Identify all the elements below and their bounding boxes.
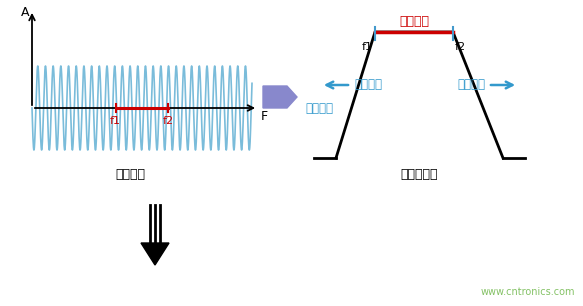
Text: www.cntronics.com: www.cntronics.com (480, 287, 575, 297)
Polygon shape (141, 243, 169, 265)
Text: 抑制频段: 抑制频段 (354, 79, 382, 91)
Text: f2: f2 (163, 116, 174, 126)
FancyArrow shape (263, 86, 297, 108)
Text: A: A (21, 6, 29, 19)
Text: f1: f1 (362, 42, 373, 52)
Text: f2: f2 (455, 42, 466, 52)
Text: 原始信号: 原始信号 (115, 168, 145, 181)
Text: 抑制频段: 抑制频段 (457, 79, 485, 91)
Text: 工作频段: 工作频段 (399, 15, 429, 28)
Text: 滤波器响应: 滤波器响应 (401, 168, 438, 181)
Text: F: F (261, 110, 268, 123)
Text: f1: f1 (110, 116, 121, 126)
Text: 抑制频段: 抑制频段 (305, 102, 333, 114)
